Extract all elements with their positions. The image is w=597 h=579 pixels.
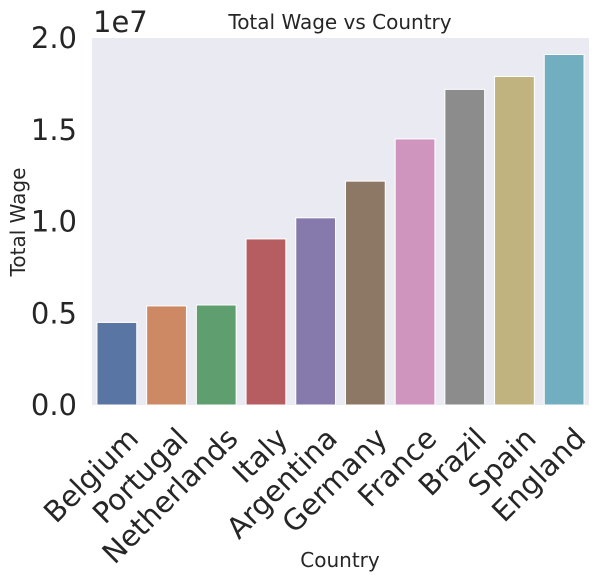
- bar-italy: [245, 238, 287, 406]
- y-ticks-group: 0.0 0.5 1.0 1.5 2.0: [31, 21, 77, 422]
- bar-spain: [494, 76, 535, 406]
- bar-france: [394, 138, 436, 406]
- y-tick-label: 1.5: [31, 113, 77, 147]
- y-tick-label: 0.5: [31, 296, 77, 330]
- y-tick-label: 1.0: [31, 205, 77, 239]
- y-tick-label: 0.0: [31, 388, 77, 422]
- y-tick-label: 2.0: [31, 21, 77, 55]
- bars-group: [96, 54, 585, 406]
- bar-england: [543, 54, 585, 406]
- bar-germany: [344, 180, 386, 406]
- bar-belgium: [96, 321, 138, 406]
- bar-argentina: [295, 217, 337, 406]
- bar-portugal: [146, 305, 187, 406]
- y-offset-label: 1e7: [93, 5, 148, 39]
- x-axis-label: Country: [300, 548, 380, 572]
- y-axis-label: Total Wage: [6, 168, 30, 278]
- chart-title: Total Wage vs Country: [227, 10, 451, 34]
- bar-netherlands: [195, 304, 237, 406]
- bar-brazil: [444, 88, 486, 406]
